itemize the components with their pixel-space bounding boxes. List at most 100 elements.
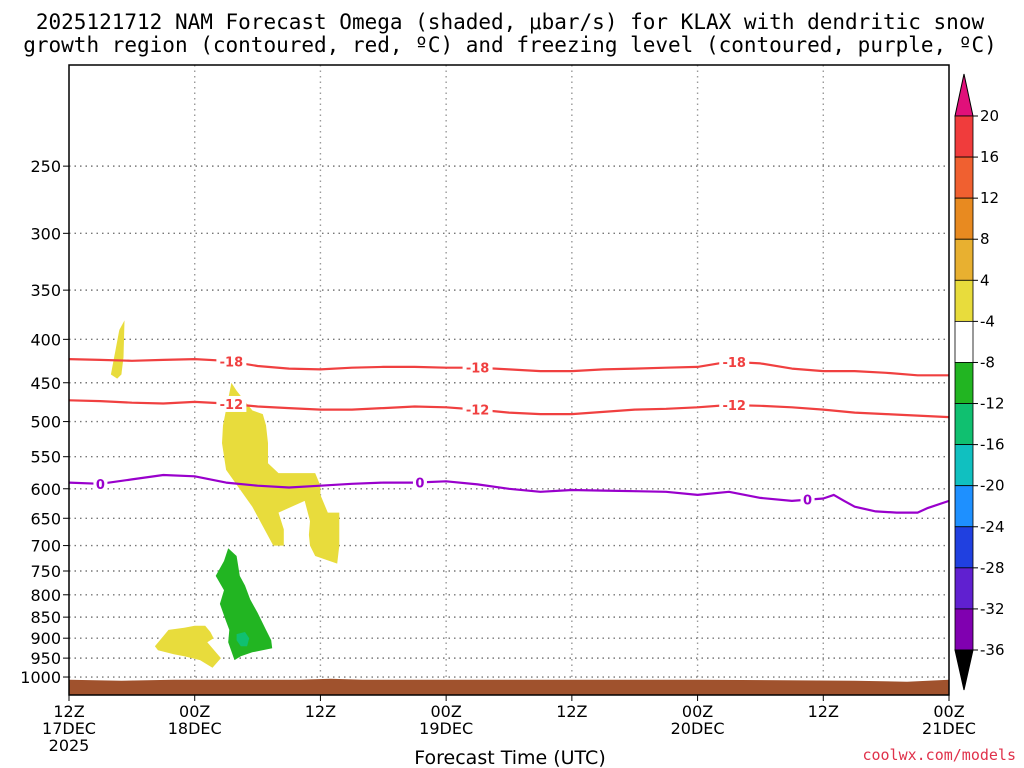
contour-label-bg [800,491,815,508]
contour-label: 0 [415,476,424,491]
colorbar-segment [954,608,974,651]
y-tick-label: 450 [30,374,61,393]
contour-label: -18 [722,356,746,371]
colorbar-label: -28 [980,559,1005,577]
colorbar-segment [954,444,974,487]
omega-region [215,548,273,661]
colorbar-label: 8 [980,230,990,248]
colorbar-label: 4 [980,271,990,289]
colorbar-label: -4 [980,312,995,330]
contour-label-bg [216,353,247,370]
y-tick-label: 250 [30,157,61,176]
x-tick-label: 17DEC [42,719,96,738]
x-tick-label: 00Z [179,702,210,721]
colorbar-label: 20 [980,107,999,125]
x-axis-title: Forecast Time (UTC) [414,747,605,768]
plot-frame [68,64,950,696]
contour-label-bg [719,397,750,414]
colorbar-segment [954,526,974,569]
colorbar-label: -24 [980,518,1005,536]
x-tick-label: 00Z [682,702,713,721]
chart-title-line2: growth region (contoured, red, ºC) and f… [23,33,997,57]
colorbar-label: -8 [980,353,995,371]
y-tick-label: 850 [30,608,61,627]
ground-layer [69,678,949,695]
contour-label: -18 [466,362,490,377]
y-tick-label: 550 [30,448,61,467]
colorbar-segment [954,485,974,528]
y-tick-label: 950 [30,649,61,668]
contour-line [69,358,949,377]
colorbar-segment [954,279,974,322]
omega-region [222,382,340,564]
y-tick-label: 800 [30,586,61,605]
colorbar-label: -20 [980,477,1005,495]
omega-region [110,320,125,379]
omega-region [154,625,221,668]
y-tick-label: 500 [30,413,61,432]
contour-label-bg [93,475,108,492]
contour-label-bg [412,474,427,491]
colorbar-label: -36 [980,641,1005,659]
pressure-axis: 250 300 350 400 450 500 550 600 650 700 750 800 850 9… [20,157,69,687]
y-tick-label: 300 [30,224,61,243]
x-tick-label: 12Z [808,702,839,721]
colorbar-label: -32 [980,600,1005,618]
contour-label-bg [462,359,493,376]
ground-terrain [69,678,949,695]
contour-label: -12 [722,399,746,414]
y-tick-label: 700 [30,537,61,556]
y-tick-label: 650 [30,509,61,528]
colorbar-segment [954,320,974,363]
colorbar-bottom-arrow [954,649,974,691]
colorbar-segment [954,362,974,404]
x-tick-label: 20DEC [671,719,725,738]
credit-text: coolwx.com/models [862,746,1016,764]
colorbar-segment [954,115,974,158]
colorbar-segment [954,238,974,281]
colorbar-segment [954,403,974,446]
omega-shading [110,320,340,668]
x-tick-label: 12Z [556,702,587,721]
contour-label: -12 [220,398,244,413]
colorbar-top-arrow [954,73,974,117]
contour-label: 0 [96,478,105,493]
y-tick-label: 1000 [20,668,61,687]
y-tick-label: 600 [30,480,61,499]
colorbar-label: -12 [980,395,1005,413]
x-tick-label: 00Z [430,702,461,721]
colorbar-segment [954,156,974,199]
title-block: 2025121712 NAM Forecast Omega (shaded, μ… [23,10,997,57]
y-tick-label: 750 [30,562,61,581]
contour-line [69,399,949,419]
contour-label-bg [216,395,247,412]
x-tick-label: 21DEC [922,719,976,738]
temperature-contours: -18 -18 -18 -12 -12 -12 0 0 0 [69,353,949,514]
contour-label: -18 [220,356,244,371]
contour-label-bg [719,353,750,370]
contour-label: 0 [803,494,812,509]
colorbar-label: 16 [980,148,999,166]
y-tick-label: 900 [30,629,61,648]
colorbar-segment [954,567,974,610]
colorbar-label: 12 [980,189,999,207]
y-tick-label: 350 [30,281,61,300]
x-tick-label: 18DEC [168,719,222,738]
omega-colorbar: 20 16 12 8 4 -4 -8 -12 -16 -20 -24 -28 -32 -36 [954,73,1005,691]
x-tick-label: 19DEC [419,719,473,738]
y-tick-label: 400 [30,330,61,349]
chart-title-line1: 2025121712 NAM Forecast Omega (shaded, μ… [36,10,985,34]
contour-label: -12 [466,404,490,419]
x-tick-label: 12Z [53,702,84,721]
plot-area [69,65,949,695]
colorbar-segment [954,197,974,240]
colorbar-label: -16 [980,436,1005,454]
contour-label-bg [462,401,493,418]
x-tick-label: 00Z [933,702,964,721]
omega-region [236,632,250,647]
x-tick-label: 2025 [49,736,90,755]
x-tick-label: 12Z [305,702,336,721]
contour-line [69,473,949,514]
